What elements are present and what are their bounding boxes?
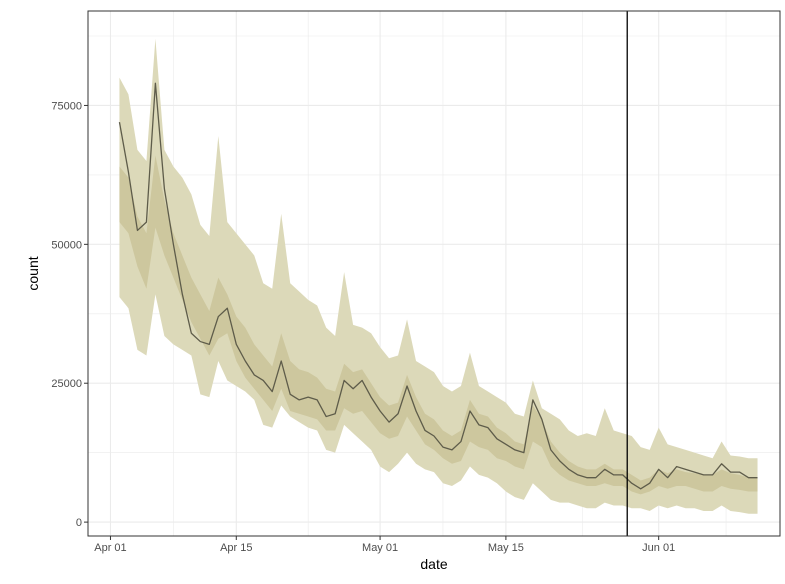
x-axis-ticks: Apr 01 Apr 15 May 01 May 15 Jun 01 <box>94 536 675 554</box>
y-tick-label: 0 <box>76 517 82 529</box>
x-tick-label: Apr 15 <box>220 542 252 554</box>
series-lines <box>118 82 758 490</box>
y-axis-ticks: 0 25000 50000 75000 <box>51 100 88 529</box>
y-axis-title: count <box>25 256 41 290</box>
y-tick-label: 50000 <box>51 239 82 251</box>
outer-interval-band <box>119 38 758 514</box>
x-axis-title: date <box>420 556 447 572</box>
y-tick-label: 75000 <box>51 100 82 112</box>
x-tick-label: May 01 <box>362 542 398 554</box>
inner-interval-band <box>119 155 758 495</box>
series-line-count <box>118 82 758 490</box>
panel-border <box>87 10 781 537</box>
x-tick-label: Jun 01 <box>642 542 675 554</box>
y-tick-label: 25000 <box>51 378 82 390</box>
ribbon-bands <box>119 38 758 514</box>
x-tick-label: May 15 <box>488 542 524 554</box>
x-tick-label: Apr 01 <box>94 542 126 554</box>
